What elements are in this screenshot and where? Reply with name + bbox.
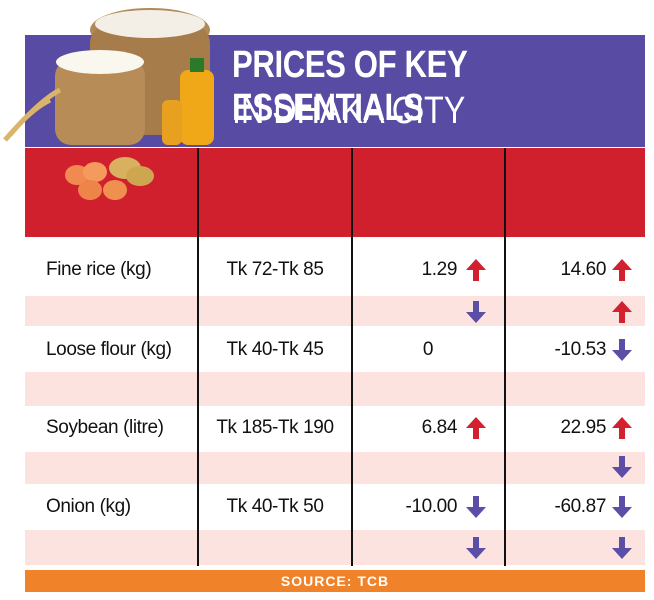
item: Onion (kg) [46, 496, 131, 517]
price: Tk 72-Tk 85 [226, 259, 324, 280]
arrow-down [465, 536, 487, 560]
title: PRICES OF KEY ESSENTIALS [232, 44, 467, 129]
change: 14.60 [560, 259, 606, 280]
arrow-up [611, 258, 633, 282]
price: Tk 40-Tk 50 [226, 496, 324, 517]
change: 6.84 [421, 417, 458, 438]
column-line [504, 148, 506, 566]
arrow-up [465, 258, 487, 282]
price: Tk 185-Tk 190 [216, 417, 334, 438]
row-band [25, 296, 645, 326]
change: 0 [422, 339, 434, 360]
arrow-up [611, 416, 633, 440]
change: 22.95 [560, 417, 606, 438]
item: Fine rice (kg) [46, 259, 152, 280]
column-line [351, 148, 353, 566]
arrow-down [611, 338, 633, 362]
arrow-down [611, 536, 633, 560]
item: Soybean (litre) [46, 417, 164, 438]
change: -10.53 [554, 339, 607, 360]
arrow-down [465, 495, 487, 519]
row-band [25, 530, 645, 565]
item: Loose flour (kg) [46, 339, 172, 360]
column-line [197, 148, 199, 566]
source: SOURCE: TCB [25, 570, 645, 592]
change: 1.29 [421, 259, 458, 280]
arrow-up [465, 416, 487, 440]
row-band [25, 452, 645, 484]
change: -10.00 [405, 496, 458, 517]
row-band [25, 372, 645, 406]
subtitle: IN DHAKA CITY [232, 90, 466, 132]
arrow-up [611, 300, 633, 324]
illustration [3, 8, 214, 145]
arrow-down [465, 300, 487, 324]
arrow-down [611, 495, 633, 519]
price: Tk 40-Tk 45 [226, 339, 324, 360]
change: -60.87 [554, 496, 607, 517]
eggs-potatoes [65, 157, 154, 200]
arrow-down [611, 455, 633, 479]
